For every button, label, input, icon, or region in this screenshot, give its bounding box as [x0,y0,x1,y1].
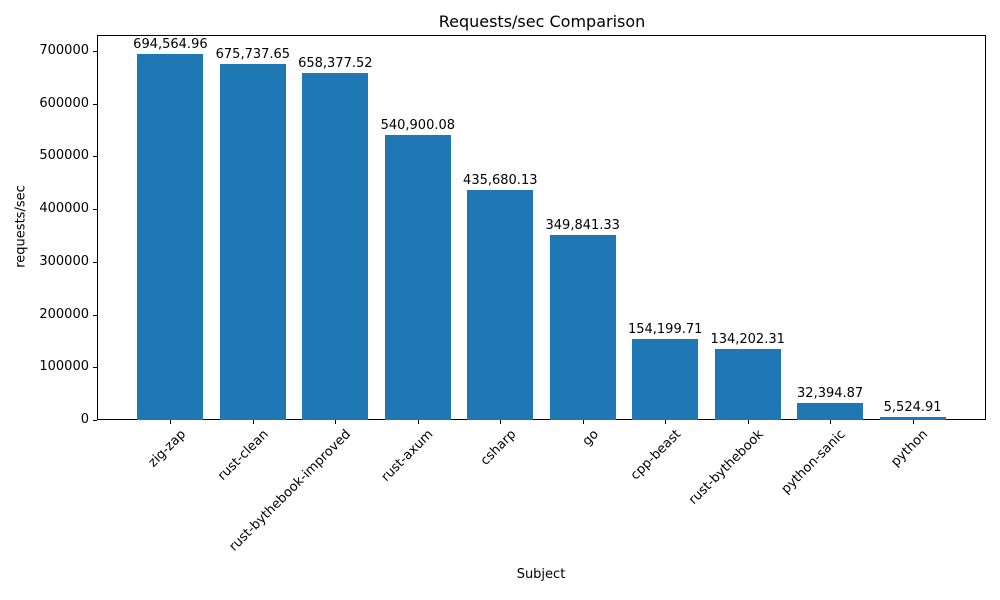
bar-value-label: 349,841.33 [545,218,620,234]
x-tick-mark [417,420,419,424]
x-tick-label: rust-bythebook [685,427,767,508]
y-tick-label: 100000 [39,359,89,375]
y-tick-mark [93,209,97,211]
x-tick-mark [170,420,172,424]
x-tick-label: python [888,427,932,470]
x-tick-mark [830,420,832,424]
y-tick-mark [93,261,97,263]
x-tick-label: rust-clean [214,427,272,484]
bar-value-label: 540,900.08 [380,117,456,133]
x-tick-mark [335,420,337,424]
x-tick-mark [252,420,254,424]
y-tick-label: 700000 [39,42,89,58]
bar-value-label: 154,199.71 [627,321,703,337]
x-axis-label: Subject [516,567,566,582]
x-tick-label: cpp-beast [627,427,684,484]
bar-value-label: 658,377.52 [298,55,373,71]
y-tick-label: 300000 [39,253,89,269]
bar [879,417,946,420]
y-tick-label: 200000 [39,306,89,322]
y-tick-label: 500000 [39,148,89,164]
y-tick-mark [93,420,97,421]
bar [384,134,451,420]
bar [632,338,699,420]
bar-value-label: 5,524.91 [883,400,942,416]
x-tick-label: csharp [477,427,519,469]
bar-value-label: 134,202.31 [710,332,785,348]
bar [714,349,781,420]
x-tick-label: zig-zap [145,427,190,471]
y-tick-mark [93,314,97,316]
bar [137,53,204,420]
x-tick-mark [582,420,584,424]
x-tick-mark [500,420,502,424]
y-tick-mark [93,50,97,52]
bar [467,190,534,420]
bar [549,235,616,420]
x-tick-label: python-sanic [778,427,849,497]
y-tick-mark [93,367,97,369]
bar-value-label: 32,394.87 [797,385,864,401]
y-tick-label: 0 [80,412,89,427]
y-tick-mark [93,103,97,105]
chart-title: Requests/sec Comparison [438,12,646,31]
bar-value-label: 675,737.65 [215,46,291,62]
bar-value-label: 694,564.96 [133,36,208,52]
y-tick-label: 600000 [39,95,89,111]
bar [302,72,369,420]
bar [219,63,286,420]
x-tick-mark [665,420,667,424]
bar-value-label: 435,680.13 [463,173,538,189]
y-tick-mark [93,156,97,158]
y-tick-label: 400000 [39,201,89,217]
x-tick-label: rust-axum [378,427,437,485]
bar [797,402,864,420]
x-tick-label: go [579,427,602,450]
x-tick-mark [747,420,749,424]
x-tick-mark [912,420,914,424]
